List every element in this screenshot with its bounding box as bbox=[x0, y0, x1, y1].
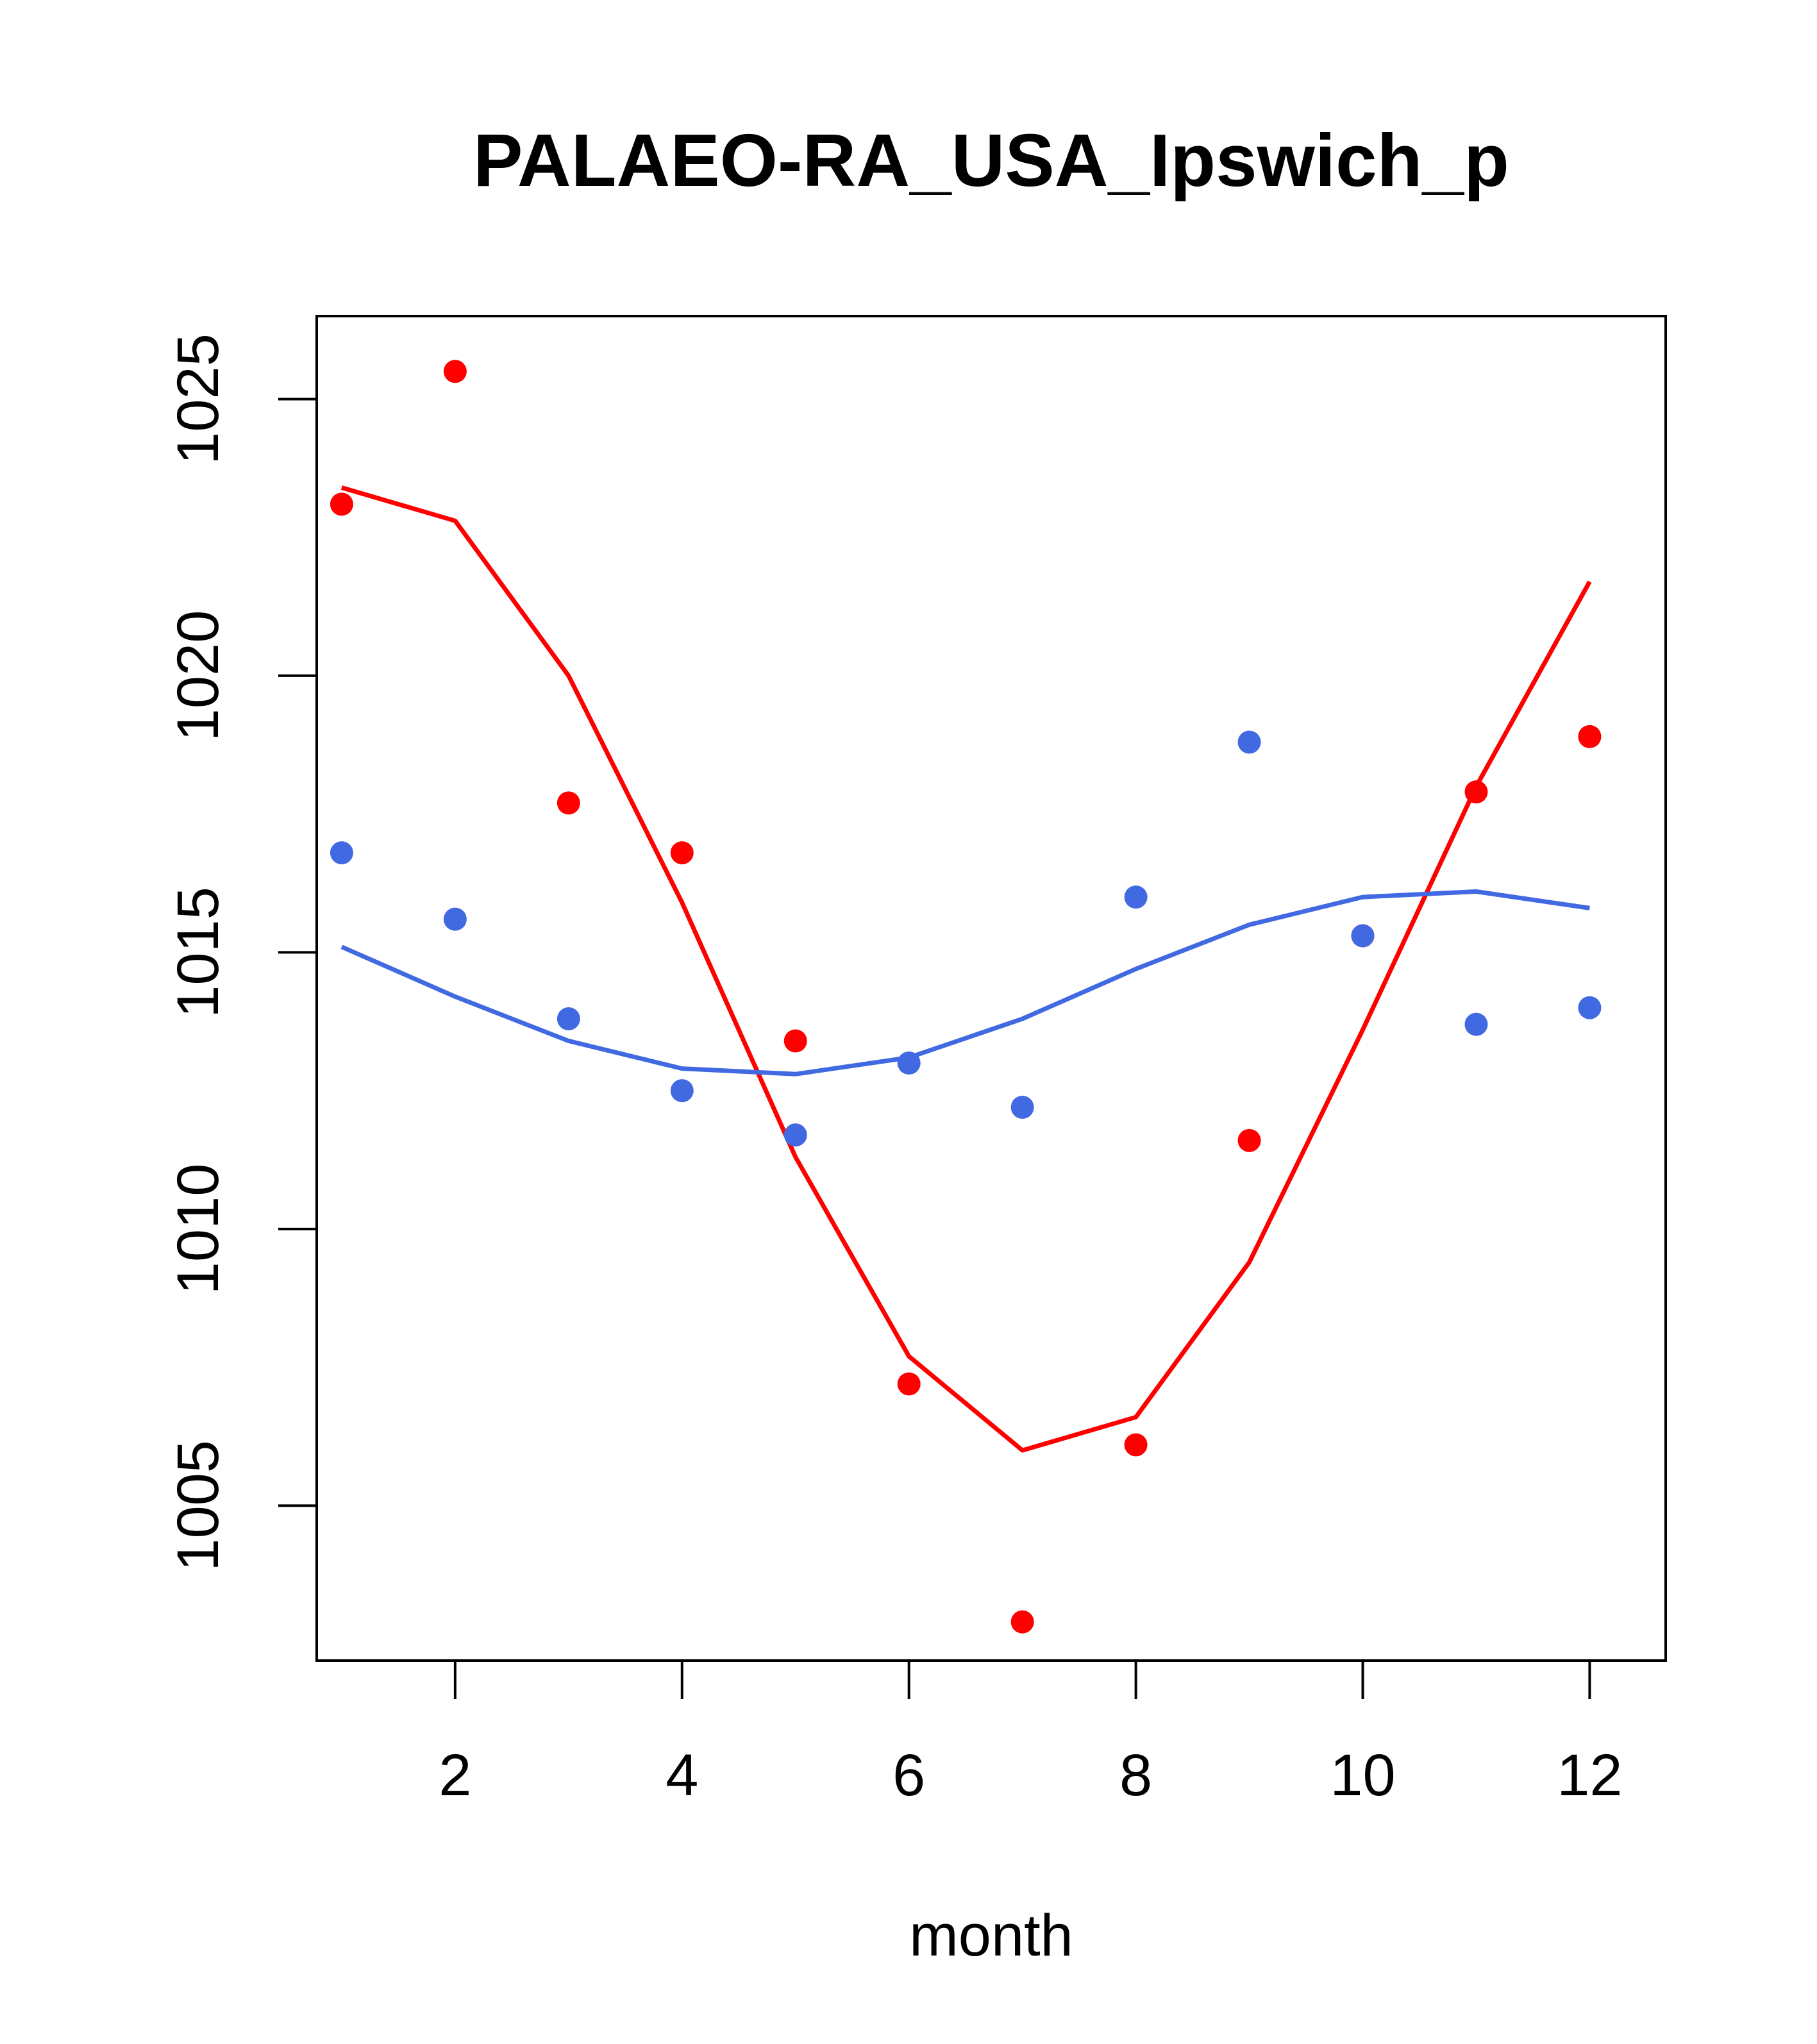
x-tick-label: 12 bbox=[1557, 1743, 1622, 1808]
x-tick-label: 2 bbox=[439, 1743, 471, 1808]
x-axis-label: month bbox=[909, 1903, 1073, 1968]
series-2-point bbox=[1237, 730, 1261, 754]
series-2-line bbox=[340, 889, 1590, 1076]
y-tick-label: 1025 bbox=[165, 333, 231, 465]
y-tick-label: 1015 bbox=[165, 887, 231, 1018]
y-axis: 1005 1010 1015 1020 1025 bbox=[165, 333, 317, 1571]
series-layer bbox=[330, 360, 1602, 1634]
series-2-point bbox=[557, 1007, 580, 1030]
series-2-point bbox=[1351, 924, 1375, 948]
series-1-point bbox=[1124, 1433, 1148, 1457]
x-tick-label: 10 bbox=[1330, 1743, 1395, 1808]
series-2-point bbox=[1464, 1012, 1488, 1036]
series-1-point bbox=[330, 492, 353, 516]
series-2-point bbox=[1010, 1096, 1034, 1119]
series-2-point bbox=[670, 1079, 694, 1103]
series-1-point bbox=[897, 1372, 921, 1396]
y-tick-label: 1005 bbox=[165, 1440, 231, 1571]
x-tick-label: 6 bbox=[892, 1743, 925, 1808]
y-tick-label: 1010 bbox=[165, 1164, 231, 1295]
series-2-point bbox=[897, 1051, 921, 1075]
series-1-line bbox=[340, 485, 1592, 1453]
series-1-point bbox=[783, 1029, 807, 1053]
series-1-point bbox=[670, 841, 694, 865]
series-2-point bbox=[330, 841, 353, 865]
series-2-point bbox=[783, 1123, 807, 1147]
series-1-point bbox=[1010, 1610, 1034, 1634]
x-axis: 2 4 6 8 10 12 bbox=[439, 1661, 1623, 1808]
series-2-point bbox=[1578, 996, 1602, 1019]
series-1-point bbox=[1237, 1128, 1261, 1152]
series-1-point bbox=[1464, 780, 1488, 804]
plot-frame bbox=[315, 315, 1667, 1662]
series-2-point bbox=[1124, 885, 1148, 909]
y-tick-label: 1020 bbox=[165, 610, 231, 742]
series-2-point bbox=[443, 907, 467, 931]
series-1-point bbox=[1578, 725, 1602, 748]
plot-area bbox=[315, 315, 1667, 1662]
series-1-point bbox=[557, 791, 580, 815]
x-tick-label: 8 bbox=[1119, 1743, 1152, 1808]
series-1-point bbox=[443, 360, 467, 383]
chart-title: PALAEO-RA_USA_Ipswich_p bbox=[473, 119, 1509, 202]
x-tick-label: 4 bbox=[666, 1743, 698, 1808]
